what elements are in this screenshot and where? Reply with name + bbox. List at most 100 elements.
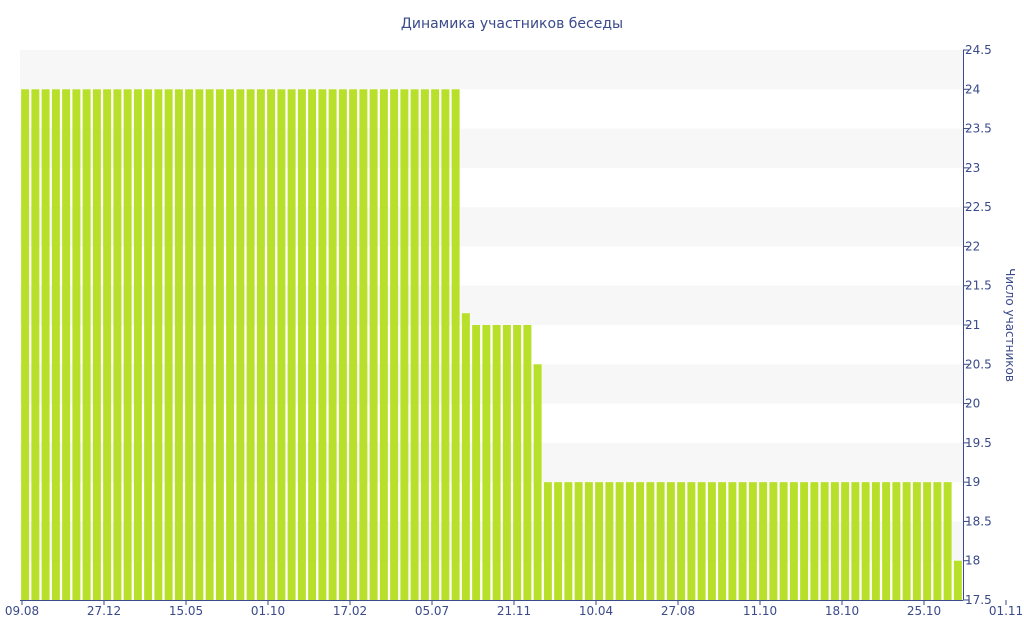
y-tick-label: 22.5	[965, 200, 992, 214]
y-tick-label: 21	[965, 318, 980, 332]
bar	[215, 89, 224, 601]
grid-band	[20, 50, 963, 90]
bar	[144, 89, 153, 601]
bar	[72, 89, 81, 601]
x-tick-label: 17.02	[333, 604, 367, 618]
bar	[390, 89, 399, 601]
bar	[830, 482, 839, 600]
bar	[31, 89, 40, 601]
bar	[256, 89, 265, 601]
x-tick-label: 11.10	[743, 604, 777, 618]
bar	[677, 482, 686, 600]
bar	[871, 482, 880, 600]
bar	[902, 482, 911, 600]
bar	[431, 89, 440, 601]
bar	[513, 325, 522, 600]
bar	[554, 482, 563, 600]
bar	[605, 482, 614, 600]
y-tick-label: 21.5	[965, 279, 992, 293]
bar	[195, 89, 204, 601]
x-tick-label: 25.10	[907, 604, 941, 618]
bar	[933, 482, 942, 600]
bar	[113, 89, 122, 601]
bar	[82, 89, 91, 601]
bar	[646, 482, 655, 600]
bar	[728, 482, 737, 600]
bar	[379, 89, 388, 601]
bar	[441, 89, 450, 601]
bar	[308, 89, 317, 601]
bar	[123, 89, 132, 601]
x-ticks: 09.08 27.12 15.05 01.10 17.02 05.07 21.11 10.04…	[5, 600, 1023, 618]
bar	[400, 89, 409, 601]
bar	[297, 89, 306, 601]
bar	[359, 89, 368, 601]
x-tick-label: 01.10	[251, 604, 285, 618]
x-tick-label: 01.11	[989, 604, 1023, 618]
bar	[574, 482, 583, 600]
chart-title: Динамика участников беседы	[401, 16, 623, 32]
y-tick-label: 23.5	[965, 122, 992, 136]
bar	[687, 482, 696, 600]
bar	[779, 482, 788, 600]
bar	[636, 482, 645, 600]
y-axis-label: Число участников	[1003, 268, 1017, 382]
bar	[861, 482, 870, 600]
y-tick-label: 22	[965, 239, 980, 253]
bar	[923, 482, 932, 600]
bar	[62, 89, 71, 601]
x-tick-label: 10.04	[579, 604, 613, 618]
bar	[851, 482, 860, 600]
bar	[410, 89, 419, 601]
bar	[164, 89, 173, 601]
bar	[154, 89, 163, 601]
bar	[697, 482, 706, 600]
bar	[584, 482, 593, 600]
bar	[472, 325, 481, 600]
bar	[328, 89, 337, 601]
bar	[769, 482, 778, 600]
y-tick-label: 19	[965, 475, 980, 489]
bar	[820, 482, 829, 600]
bar	[21, 89, 30, 601]
y-tick-label: 20.5	[965, 357, 992, 371]
y-ticks: 17.5 18 18.5 19 19.5 20 20.5 21 21.5 22 22.5 23 23.5…	[963, 43, 992, 607]
bar	[564, 482, 573, 600]
bar	[338, 89, 347, 601]
bar	[943, 482, 952, 600]
x-tick-label: 09.08	[5, 604, 39, 618]
x-tick-label: 21.11	[497, 604, 531, 618]
bar	[226, 89, 235, 601]
bar	[502, 325, 511, 600]
bar	[318, 89, 327, 601]
bar	[236, 89, 245, 601]
bar	[277, 89, 286, 601]
bar	[738, 482, 747, 600]
bar	[892, 482, 901, 600]
bar	[369, 89, 378, 601]
bar	[789, 482, 798, 600]
bar	[841, 482, 850, 600]
bar	[625, 482, 634, 600]
bar	[41, 89, 50, 601]
bar	[666, 482, 675, 600]
bar	[287, 89, 296, 601]
bar	[185, 89, 194, 601]
x-tick-label: 05.07	[415, 604, 449, 618]
bar	[492, 325, 501, 600]
bar	[267, 89, 276, 601]
bar	[174, 89, 183, 601]
bar	[595, 482, 604, 600]
y-tick-label: 18	[965, 554, 980, 568]
bar	[51, 89, 60, 601]
bar	[615, 482, 624, 600]
bar	[707, 482, 716, 600]
bar	[759, 482, 768, 600]
bar	[800, 482, 809, 600]
bar	[205, 89, 214, 601]
x-tick-label: 15.05	[169, 604, 203, 618]
y-tick-label: 19.5	[965, 436, 992, 450]
y-tick-label: 23	[965, 161, 980, 175]
bar	[523, 325, 532, 600]
